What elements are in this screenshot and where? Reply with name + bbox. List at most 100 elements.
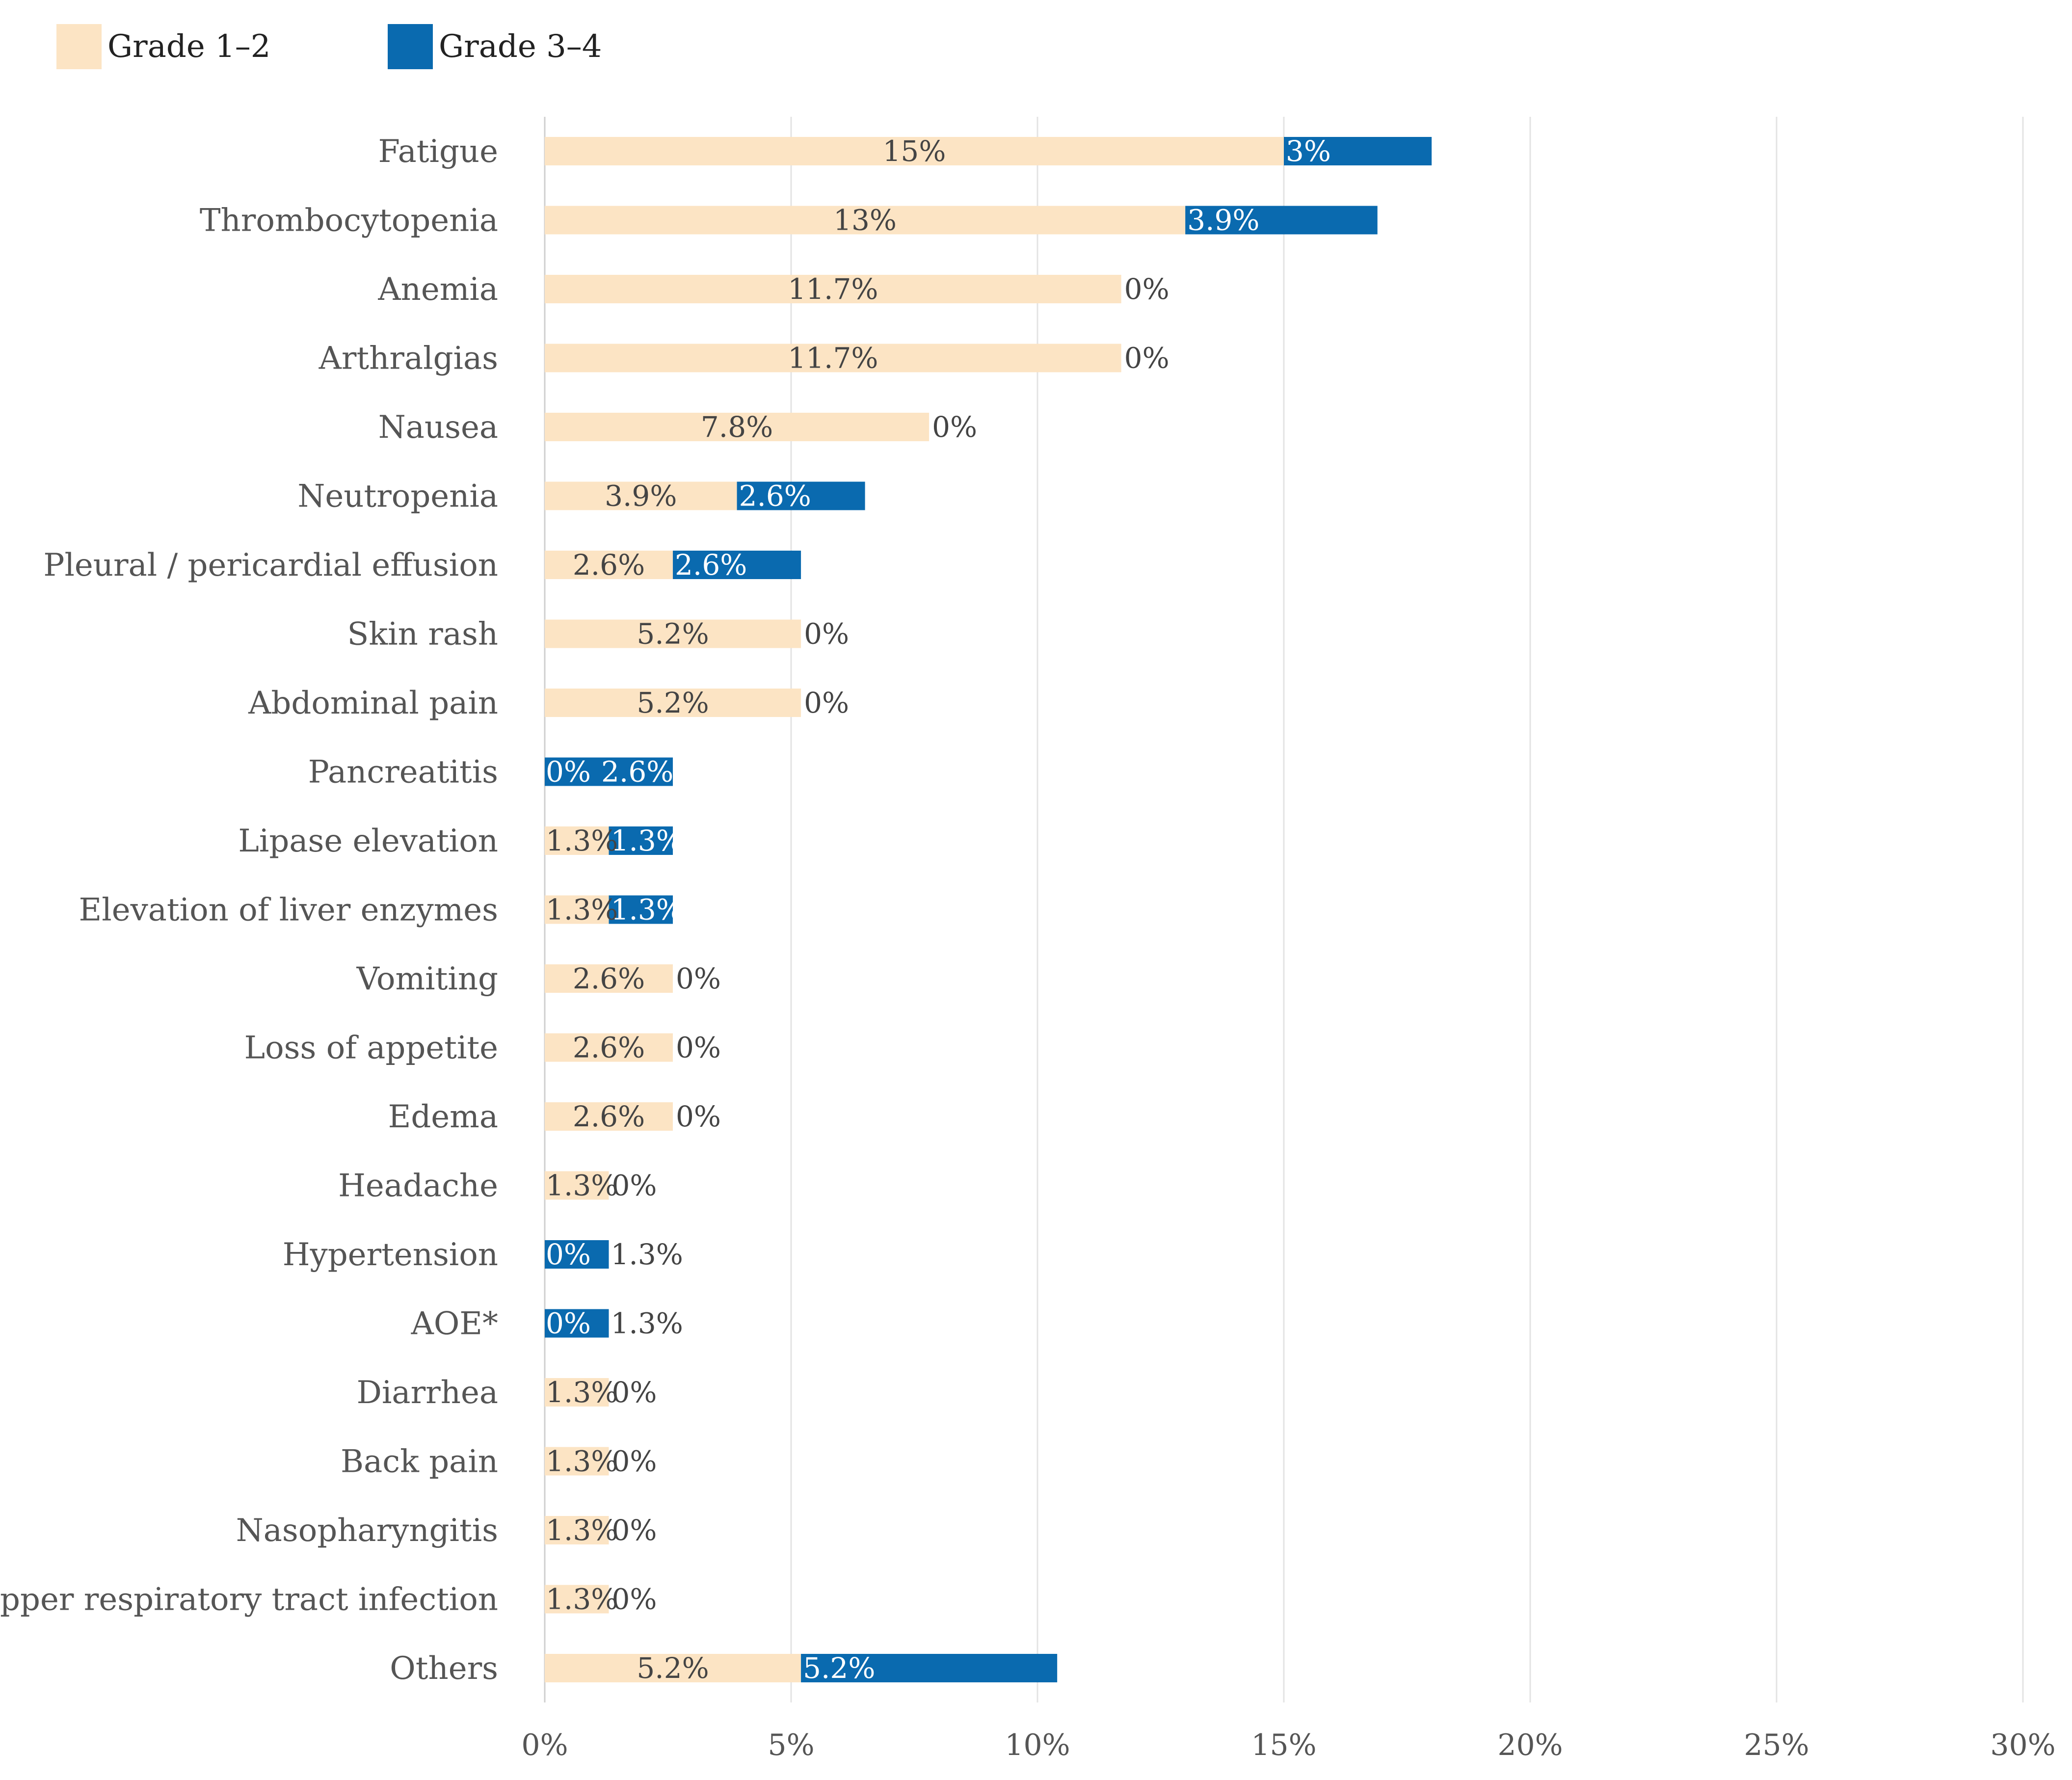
bar-grade-1-2[interactable]: [545, 1033, 673, 1062]
data-label-grade-1-2: 0%: [546, 1238, 591, 1271]
category-label: Hypertension: [283, 1237, 498, 1273]
x-tick-label: 20%: [1497, 1728, 1563, 1762]
bar-grade-1-2[interactable]: [545, 1378, 609, 1407]
bar-grade-1-2[interactable]: [545, 1447, 609, 1476]
data-label-grade-3-4: 0%: [612, 1583, 657, 1616]
data-label-grade-1-2: 1.3%: [546, 1514, 618, 1547]
bar-grade-1-2[interactable]: [545, 481, 737, 510]
bar-grade-3-4[interactable]: [801, 1654, 1058, 1682]
bar-grade-1-2[interactable]: [545, 964, 673, 993]
data-label-grade-3-4: 0%: [932, 410, 977, 444]
bar-grade-1-2[interactable]: [545, 1585, 609, 1614]
bar-grade-1-2[interactable]: [545, 1102, 673, 1131]
category-label: Abdominal pain: [248, 685, 498, 721]
data-label-grade-1-2: 1.3%: [546, 1376, 618, 1409]
bar-grade-1-2[interactable]: [545, 1516, 609, 1544]
data-label-grade-3-4: 2.6%: [675, 548, 747, 582]
data-label-grade-1-2: 13%: [833, 204, 897, 237]
data-label-grade-1-2: 11.7%: [788, 342, 878, 375]
axis-layer: 0% 5% 10% 15% 20% 25% 30% Fatigue Thrombocytopen…: [0, 133, 2056, 1762]
category-label: Anemia: [377, 271, 498, 308]
data-label-grade-1-2: 5.2%: [637, 1651, 709, 1685]
bar-grade-3-4[interactable]: [609, 826, 673, 855]
data-label-grade-3-4: 1.3%: [611, 824, 683, 857]
bar-grade-3-4[interactable]: [545, 1309, 609, 1338]
category-label: Nasopharyngitis: [236, 1513, 498, 1549]
category-label: Others: [390, 1650, 498, 1687]
bar-grade-1-2[interactable]: [545, 1171, 609, 1200]
category-label: Nausea: [378, 409, 498, 446]
data-label-grade-1-2: 0%: [546, 755, 591, 789]
category-label: Headache: [338, 1168, 498, 1204]
data-label-grade-3-4: 1.3%: [611, 1307, 683, 1340]
category-label: Thrombocytopenia: [200, 203, 498, 239]
bar-grade-1-2[interactable]: [545, 1654, 801, 1682]
x-tick-label: 0%: [521, 1728, 568, 1762]
bar-grade-3-4[interactable]: [545, 1240, 609, 1269]
category-label: Back pain: [341, 1444, 498, 1480]
category-label: Arthralgias: [319, 341, 498, 377]
category-label: AOE*: [411, 1306, 498, 1342]
bar-grade-1-2[interactable]: [545, 551, 673, 579]
bar-grade-1-2[interactable]: [545, 344, 1121, 372]
bar-grade-1-2[interactable]: [545, 826, 609, 855]
bar-grade-3-4[interactable]: [609, 895, 673, 924]
data-label-grade-1-2: 2.6%: [573, 962, 645, 995]
data-label-grade-3-4: 0%: [676, 1100, 721, 1133]
bar-grade-3-4[interactable]: [1284, 137, 1432, 165]
category-label: Vomiting: [356, 961, 498, 997]
category-label: Upper respiratory tract infection: [0, 1582, 498, 1618]
category-label: Edema: [388, 1099, 498, 1135]
data-label-grade-3-4: 0%: [676, 1031, 721, 1064]
data-label-grade-3-4: 0%: [676, 962, 721, 995]
data-label-grade-3-4: 0%: [804, 686, 849, 719]
bar-grade-1-2[interactable]: [545, 275, 1121, 303]
x-tick-label: 15%: [1251, 1728, 1316, 1762]
data-label-grade-3-4: 0%: [612, 1376, 657, 1409]
category-label: Elevation of liver enzymes: [79, 892, 499, 929]
data-label-grade-3-4: 0%: [1124, 272, 1169, 306]
bar-grade-3-4[interactable]: [737, 481, 865, 510]
data-label-grade-3-4: 3.9%: [1187, 204, 1259, 237]
data-label-grade-3-4: 0%: [612, 1514, 657, 1547]
legend-item-grade-3-4[interactable]: Grade 3–4: [388, 20, 602, 74]
bar-grade-3-4[interactable]: [1185, 206, 1378, 235]
bar-grade-1-2[interactable]: [545, 619, 801, 648]
legend-swatch-grade-3-4: [388, 24, 433, 69]
legend-item-grade-1-2[interactable]: Grade 1–2: [56, 20, 271, 74]
legend: Grade 1–2 Grade 3–4: [0, 20, 2072, 74]
data-label-grade-3-4: 1.3%: [611, 1238, 683, 1271]
bar-grade-1-2[interactable]: [545, 206, 1186, 235]
category-label: Diarrhea: [357, 1375, 498, 1411]
data-label-grade-3-4: 5.2%: [803, 1651, 875, 1685]
x-tick-label: 10%: [1005, 1728, 1070, 1762]
data-label-grade-1-2: 1.3%: [546, 824, 618, 857]
data-label-grade-1-2: 15%: [883, 134, 946, 168]
bar-grade-3-4[interactable]: [673, 551, 801, 579]
data-label-grade-1-2: 2.6%: [573, 1031, 645, 1064]
data-label-grade-3-4: 2.6%: [601, 755, 673, 789]
bar-grade-1-2[interactable]: [545, 137, 1284, 165]
bar-grade-3-4[interactable]: [545, 757, 673, 786]
data-label-grade-1-2: 1.3%: [546, 893, 618, 927]
legend-swatch-grade-1-2: [56, 24, 102, 69]
bar-layer: [545, 137, 1432, 1682]
bar-grade-1-2[interactable]: [545, 895, 609, 924]
data-label-grade-3-4: 1.3%: [611, 893, 683, 927]
data-label-grade-3-4: 0%: [612, 1169, 657, 1202]
x-tick-label: 25%: [1744, 1728, 1809, 1762]
data-label-grade-1-2: 5.2%: [637, 617, 709, 651]
data-label-grade-1-2: 5.2%: [637, 686, 709, 719]
data-label-grade-3-4: 0%: [1124, 342, 1169, 375]
bar-grade-1-2[interactable]: [545, 413, 930, 441]
bar-grade-1-2[interactable]: [545, 689, 801, 717]
data-label-grade-1-2: 11.7%: [788, 272, 878, 306]
legend-label-grade-1-2: Grade 1–2: [107, 28, 271, 65]
category-label: Skin rash: [347, 616, 498, 653]
data-label-grade-1-2: 1.3%: [546, 1169, 618, 1202]
legend-label-grade-3-4: Grade 3–4: [439, 28, 602, 65]
data-label-grade-1-2: 2.6%: [573, 548, 645, 582]
data-label-grade-1-2: 1.3%: [546, 1445, 618, 1478]
